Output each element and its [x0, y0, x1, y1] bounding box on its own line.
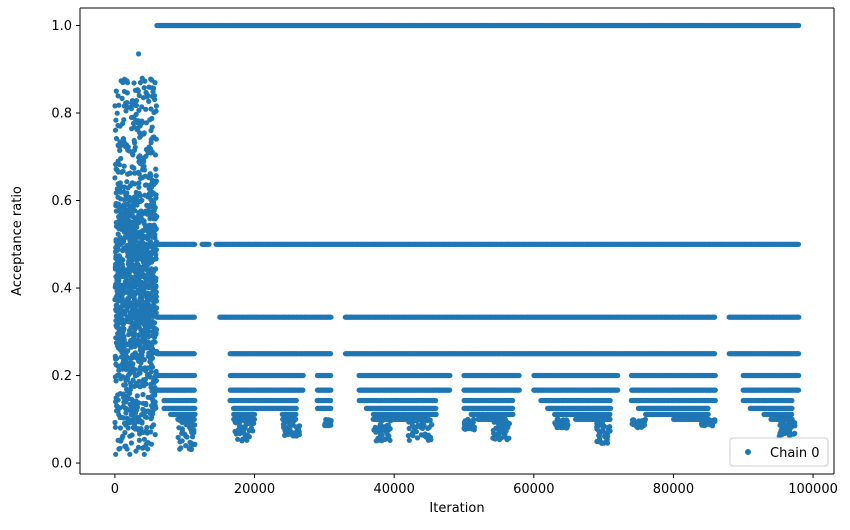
data-point — [796, 387, 802, 393]
data-point — [796, 314, 802, 320]
data-point — [328, 387, 334, 393]
data-point — [328, 405, 334, 411]
data-point — [712, 351, 718, 357]
data-point — [509, 397, 516, 404]
data-point — [447, 372, 453, 379]
data-point — [328, 372, 334, 379]
data-point — [516, 372, 522, 379]
data-point — [712, 397, 718, 404]
data-point — [796, 351, 802, 357]
data-point — [789, 397, 795, 404]
data-point — [433, 405, 439, 411]
data-point — [328, 314, 334, 320]
data-point — [191, 387, 197, 393]
data-point — [192, 397, 198, 404]
data-point — [328, 397, 334, 404]
data-point — [795, 241, 802, 247]
data-point — [712, 314, 718, 320]
data-point — [712, 372, 718, 379]
data-point — [516, 387, 522, 393]
data-point — [191, 372, 198, 379]
data-point — [615, 387, 621, 393]
data-point — [293, 397, 299, 404]
data-point — [192, 241, 198, 247]
points-layer — [112, 22, 802, 457]
data-point — [608, 405, 614, 411]
data-point — [509, 405, 516, 411]
data-point — [796, 22, 802, 29]
data-point — [447, 387, 453, 393]
data-point — [300, 372, 306, 379]
data-point — [607, 397, 613, 404]
data-point — [192, 405, 198, 411]
data-point — [328, 351, 334, 357]
data-point — [796, 372, 802, 379]
data-point — [300, 387, 306, 393]
data-point — [433, 397, 439, 404]
data-point — [615, 372, 621, 379]
data-point — [206, 241, 212, 247]
data-point — [191, 351, 197, 357]
data-point — [712, 387, 718, 393]
data-point — [191, 314, 197, 320]
data-point — [293, 405, 299, 411]
